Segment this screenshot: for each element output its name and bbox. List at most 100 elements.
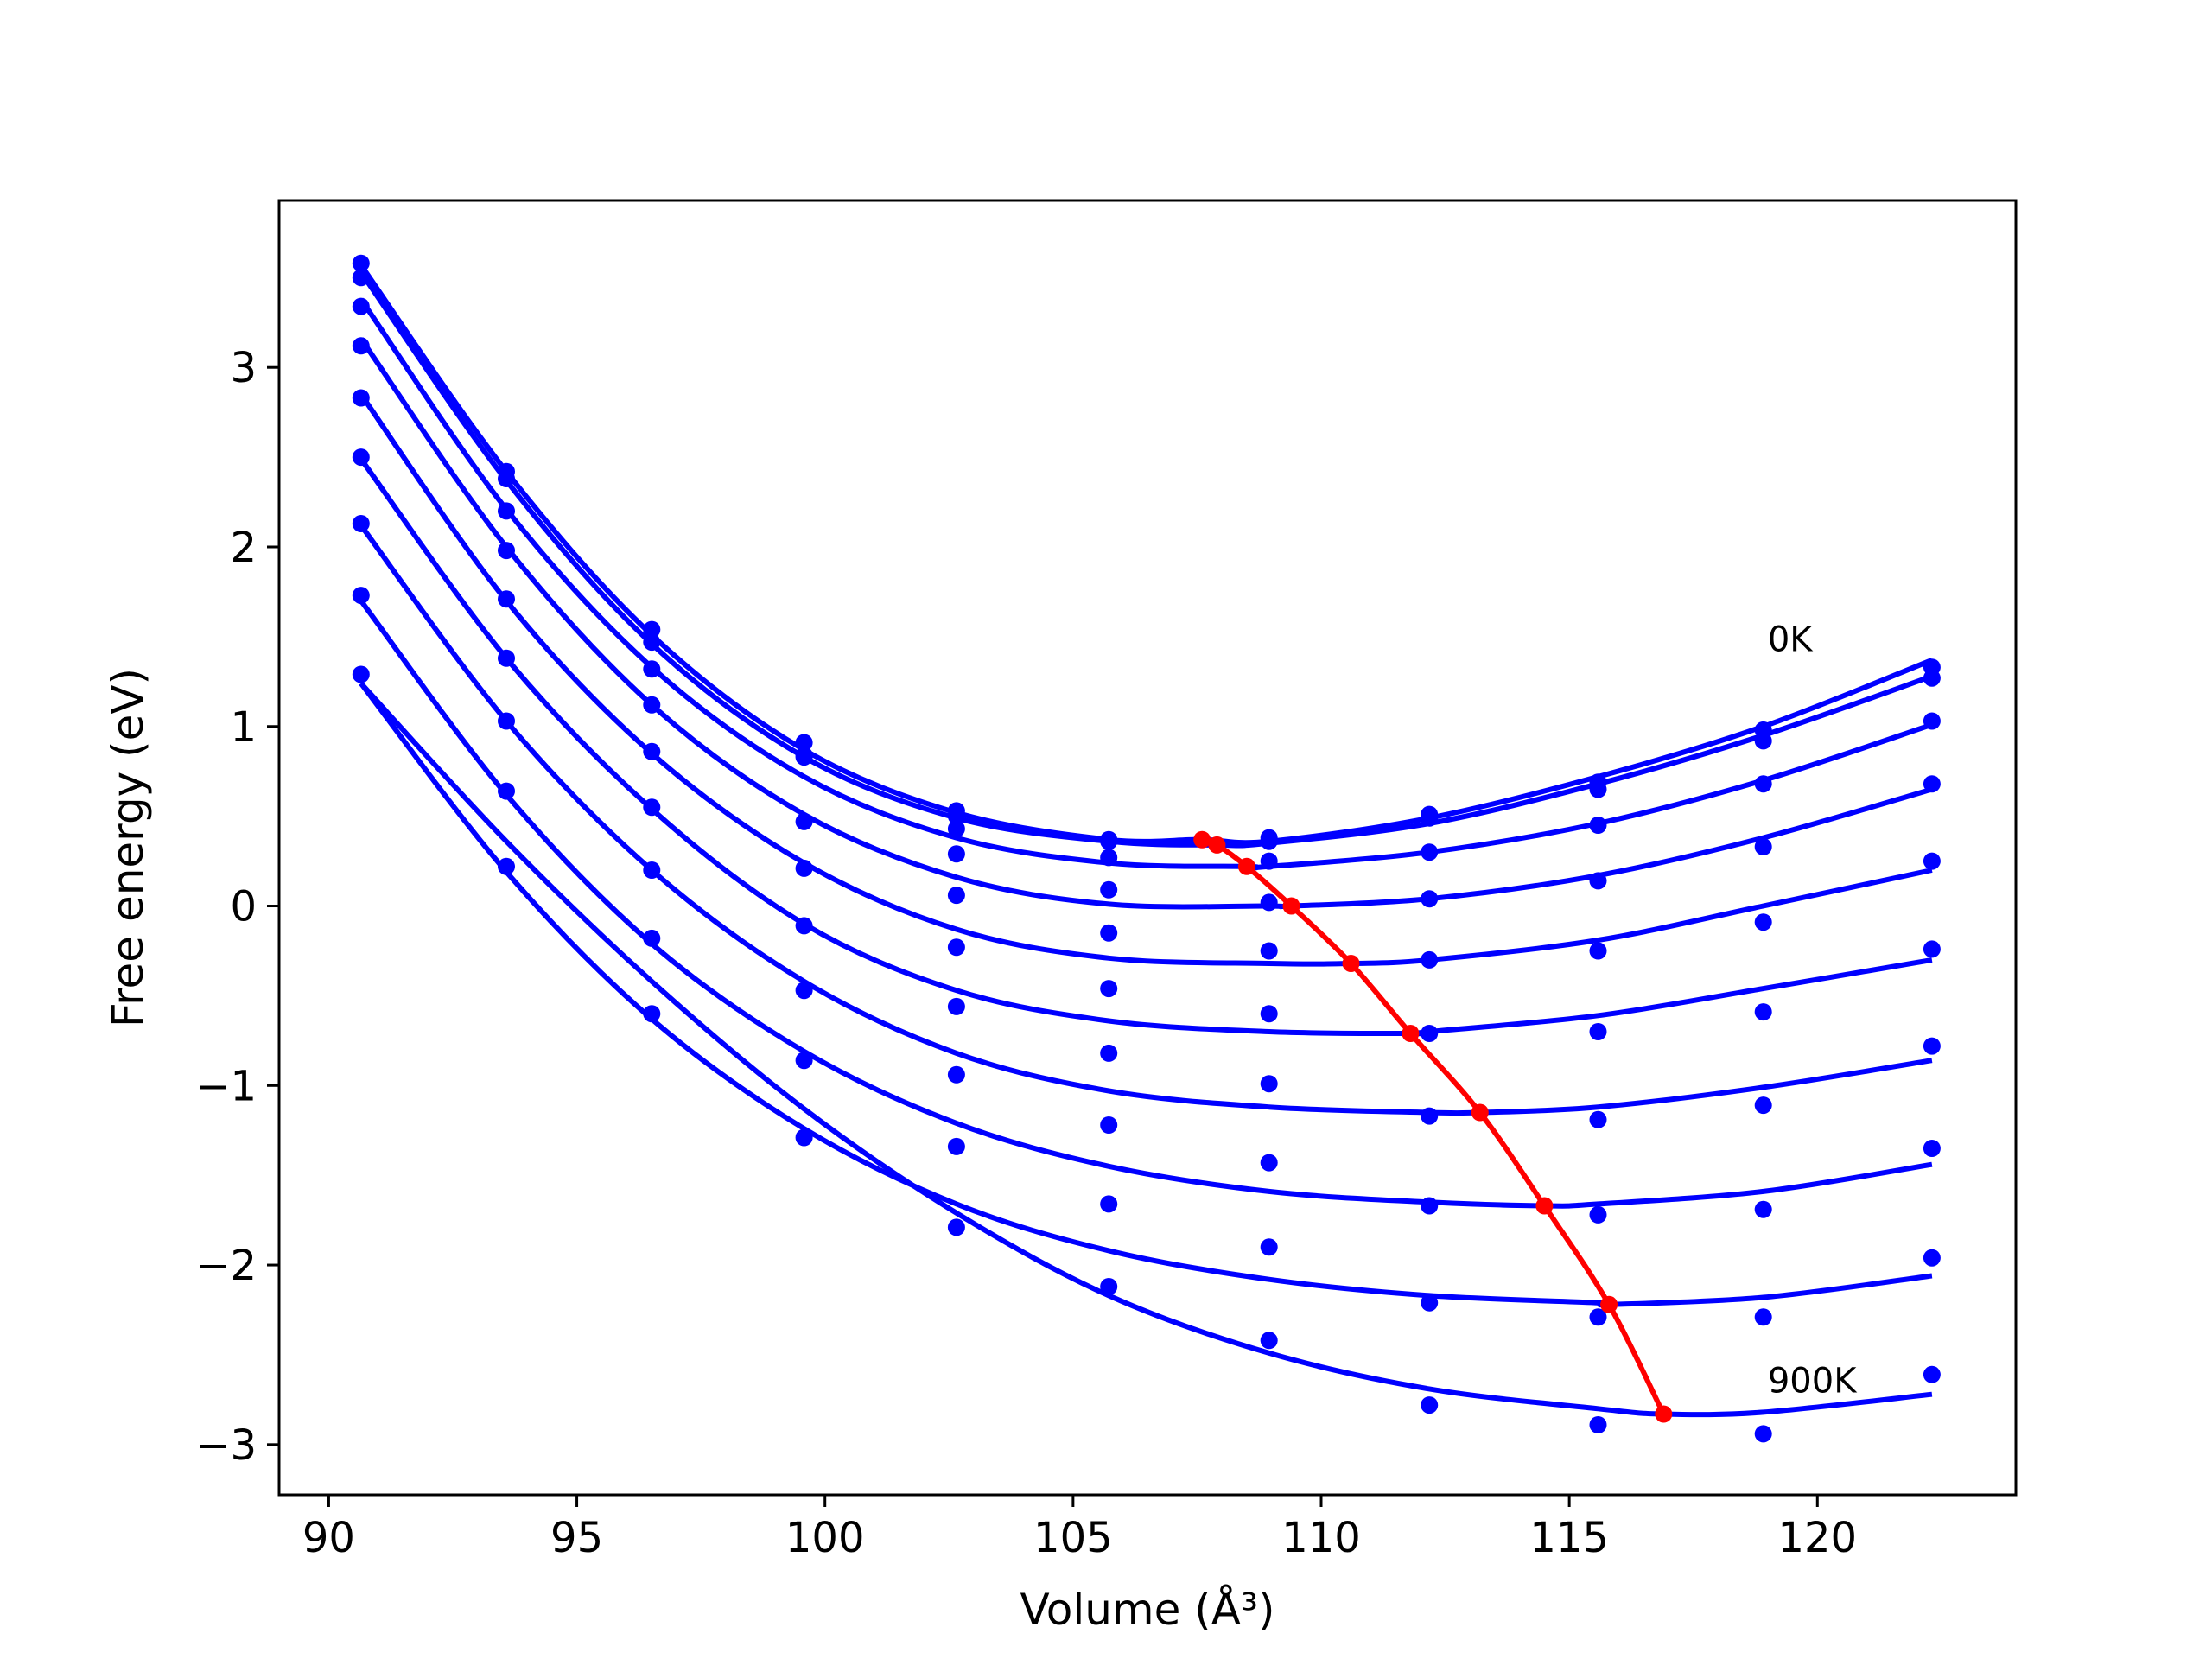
data-point xyxy=(1923,1249,1941,1267)
plot-area xyxy=(352,254,1941,1443)
data-point xyxy=(352,515,370,532)
data-point xyxy=(1923,712,1941,730)
fit-curve-8 xyxy=(359,682,1933,1308)
data-point xyxy=(498,590,515,608)
x-tick-label: 120 xyxy=(1777,1514,1857,1562)
data-point xyxy=(352,665,370,683)
y-tick-label: −2 xyxy=(195,1242,257,1290)
data-point xyxy=(1100,1116,1118,1134)
data-point xyxy=(1589,1308,1607,1326)
data-point xyxy=(947,887,965,905)
x-axis: 90 95 100 105 110 115 120 xyxy=(302,1495,1857,1562)
x-axis-label: Volume (Å³) xyxy=(1020,1585,1274,1635)
data-point xyxy=(1589,817,1607,834)
data-point xyxy=(795,917,813,935)
data-point xyxy=(1754,913,1772,931)
data-point xyxy=(1589,780,1607,798)
data-point xyxy=(643,660,661,678)
minimum-point xyxy=(1535,1197,1554,1215)
plot-frame xyxy=(277,199,2018,1497)
data-point xyxy=(1260,852,1278,870)
data-point xyxy=(498,782,515,800)
data-point xyxy=(1100,880,1118,899)
data-point xyxy=(1589,1110,1607,1128)
y-tick-label: −3 xyxy=(195,1421,257,1470)
data-point xyxy=(1421,1107,1439,1125)
data-point xyxy=(1754,1425,1772,1443)
data-point xyxy=(1260,942,1278,960)
data-point xyxy=(1421,809,1439,827)
data-point xyxy=(1923,1140,1941,1157)
data-point xyxy=(1589,872,1607,890)
minimum-point xyxy=(1402,1025,1420,1042)
minimum-point xyxy=(1193,830,1211,849)
data-point xyxy=(498,649,515,667)
data-point xyxy=(1754,1308,1772,1326)
data-point xyxy=(795,747,813,764)
y-tick-label: 1 xyxy=(230,703,257,752)
data-point xyxy=(352,389,370,407)
annotation-0k: 0K xyxy=(1768,620,1814,659)
data-point xyxy=(1100,980,1118,998)
data-point xyxy=(1421,1294,1439,1312)
data-point xyxy=(947,845,965,863)
data-point xyxy=(795,734,813,752)
data-point xyxy=(352,254,370,272)
data-point xyxy=(795,859,813,877)
data-point xyxy=(643,798,661,817)
data-point xyxy=(1260,1005,1278,1023)
data-point xyxy=(795,812,813,830)
data-point xyxy=(1260,893,1278,912)
data-point xyxy=(352,269,370,287)
data-point xyxy=(643,861,661,879)
data-point xyxy=(1754,1096,1772,1115)
minimum-point xyxy=(1208,836,1226,854)
data-point xyxy=(1100,1195,1118,1213)
data-point xyxy=(947,997,965,1015)
fit-curve-5 xyxy=(359,457,1933,1037)
data-point xyxy=(643,742,661,760)
data-point xyxy=(643,633,661,652)
minimum-point xyxy=(1237,857,1255,875)
annotation-900k: 900K xyxy=(1768,1362,1858,1402)
minimum-point xyxy=(1600,1295,1618,1313)
data-point xyxy=(1754,775,1772,793)
data-point xyxy=(1100,1044,1118,1062)
data-point xyxy=(795,1052,813,1070)
data-point xyxy=(1100,832,1118,850)
x-tick-label: 110 xyxy=(1281,1514,1361,1562)
data-point xyxy=(1923,669,1941,687)
y-tick-label: 3 xyxy=(230,344,257,392)
y-axis-label: Free energy (eV) xyxy=(103,668,153,1027)
data-point xyxy=(947,807,965,825)
data-point xyxy=(1923,1365,1941,1383)
y-axis: −3 −2 −1 0 1 2 3 xyxy=(195,344,279,1470)
data-point xyxy=(643,929,661,947)
data-point xyxy=(1421,1396,1439,1414)
data-point xyxy=(1923,852,1941,870)
data-point xyxy=(1589,1205,1607,1224)
data-point xyxy=(498,502,515,520)
data-point xyxy=(1260,1238,1278,1256)
fit-curve-6 xyxy=(359,524,1933,1116)
minimum-point xyxy=(1342,955,1360,972)
data-point xyxy=(1754,732,1772,750)
data-point xyxy=(498,712,515,730)
data-point xyxy=(1100,849,1118,867)
data-point xyxy=(1421,890,1439,908)
data-point xyxy=(947,938,965,957)
fit-curve-7 xyxy=(359,599,1933,1209)
data-point xyxy=(1260,1332,1278,1350)
data-point xyxy=(947,1065,965,1084)
data-point xyxy=(1421,950,1439,969)
data-point xyxy=(643,1005,661,1023)
data-point xyxy=(795,1128,813,1147)
data-point xyxy=(1923,940,1941,958)
data-point xyxy=(643,620,661,639)
data-point xyxy=(498,857,515,875)
data-point xyxy=(1260,1154,1278,1172)
x-tick-label: 90 xyxy=(302,1514,355,1562)
data-point xyxy=(498,470,515,487)
data-point xyxy=(1421,1025,1439,1042)
